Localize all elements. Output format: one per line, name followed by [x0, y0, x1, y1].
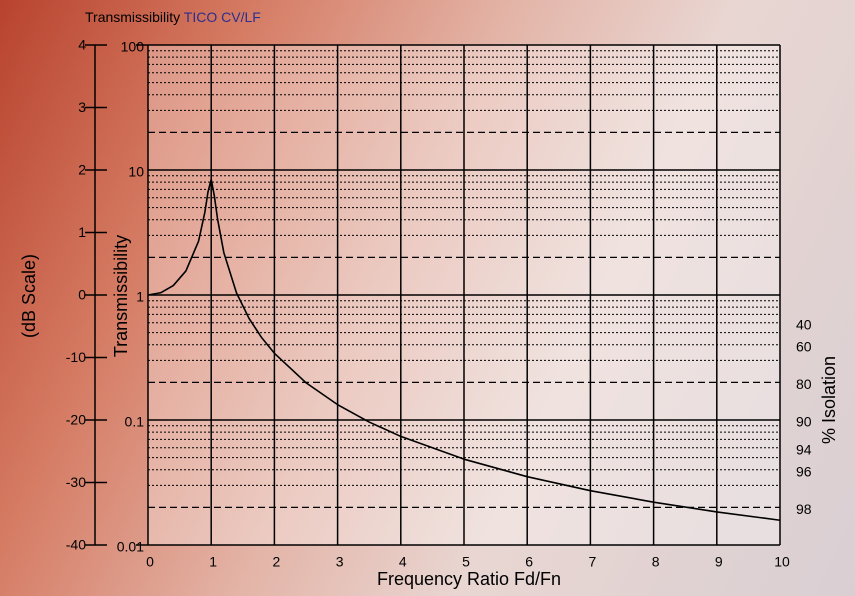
x-tick-label: 2 [273, 554, 281, 570]
x-tick-label: 3 [336, 554, 344, 570]
x-tick-label: 1 [209, 554, 217, 570]
db-tick-label: 2 [78, 162, 86, 178]
x-tick-label: 10 [774, 554, 790, 570]
y-tick-label: 0.01 [117, 539, 144, 555]
subtitle: TICO CV/LF [184, 9, 261, 25]
db-tick-label: 3 [78, 99, 86, 115]
x-tick-label: 8 [652, 554, 660, 570]
y-tick-label: 100 [121, 39, 145, 55]
y-axis-label: Transmissibility [111, 235, 131, 357]
db-tick-label: 4 [78, 37, 86, 53]
y-tick-label: 1 [136, 289, 144, 305]
isolation-tick-label: 40 [796, 316, 812, 332]
db-tick-label: 1 [78, 224, 86, 240]
db-tick-label: -20 [66, 412, 86, 428]
x-tick-label: 6 [525, 554, 533, 570]
x-tick-label: 5 [462, 554, 470, 570]
db-tick-label: 0 [78, 287, 86, 303]
db-axis-label: (dB Scale) [19, 254, 39, 338]
title: Transmissibility [85, 9, 180, 25]
x-tick-label: 4 [399, 554, 407, 570]
isolation-axis-label: % Isolation [819, 356, 839, 444]
chart-title: Transmissibility TICO CV/LF [85, 9, 261, 25]
isolation-tick-label: 94 [796, 441, 812, 457]
y-tick-label: 0.1 [125, 414, 145, 430]
isolation-tick-label: 80 [796, 376, 812, 392]
isolation-tick-label: 96 [796, 463, 812, 479]
isolation-tick-label: 98 [796, 501, 812, 517]
isolation-tick-label: 90 [796, 414, 812, 430]
db-tick-label: -30 [66, 474, 86, 490]
db-tick-label: -40 [66, 537, 86, 553]
db-tick-label: -10 [66, 349, 86, 365]
y-tick-label: 10 [128, 164, 144, 180]
data-line [147, 178, 781, 522]
x-tick-label: 7 [589, 554, 597, 570]
x-tick-label: 9 [715, 554, 723, 570]
isolation-tick-label: 60 [796, 338, 812, 354]
x-axis-label: Frequency Ratio Fd/Fn [377, 569, 561, 589]
x-tick-label: 0 [146, 554, 154, 570]
